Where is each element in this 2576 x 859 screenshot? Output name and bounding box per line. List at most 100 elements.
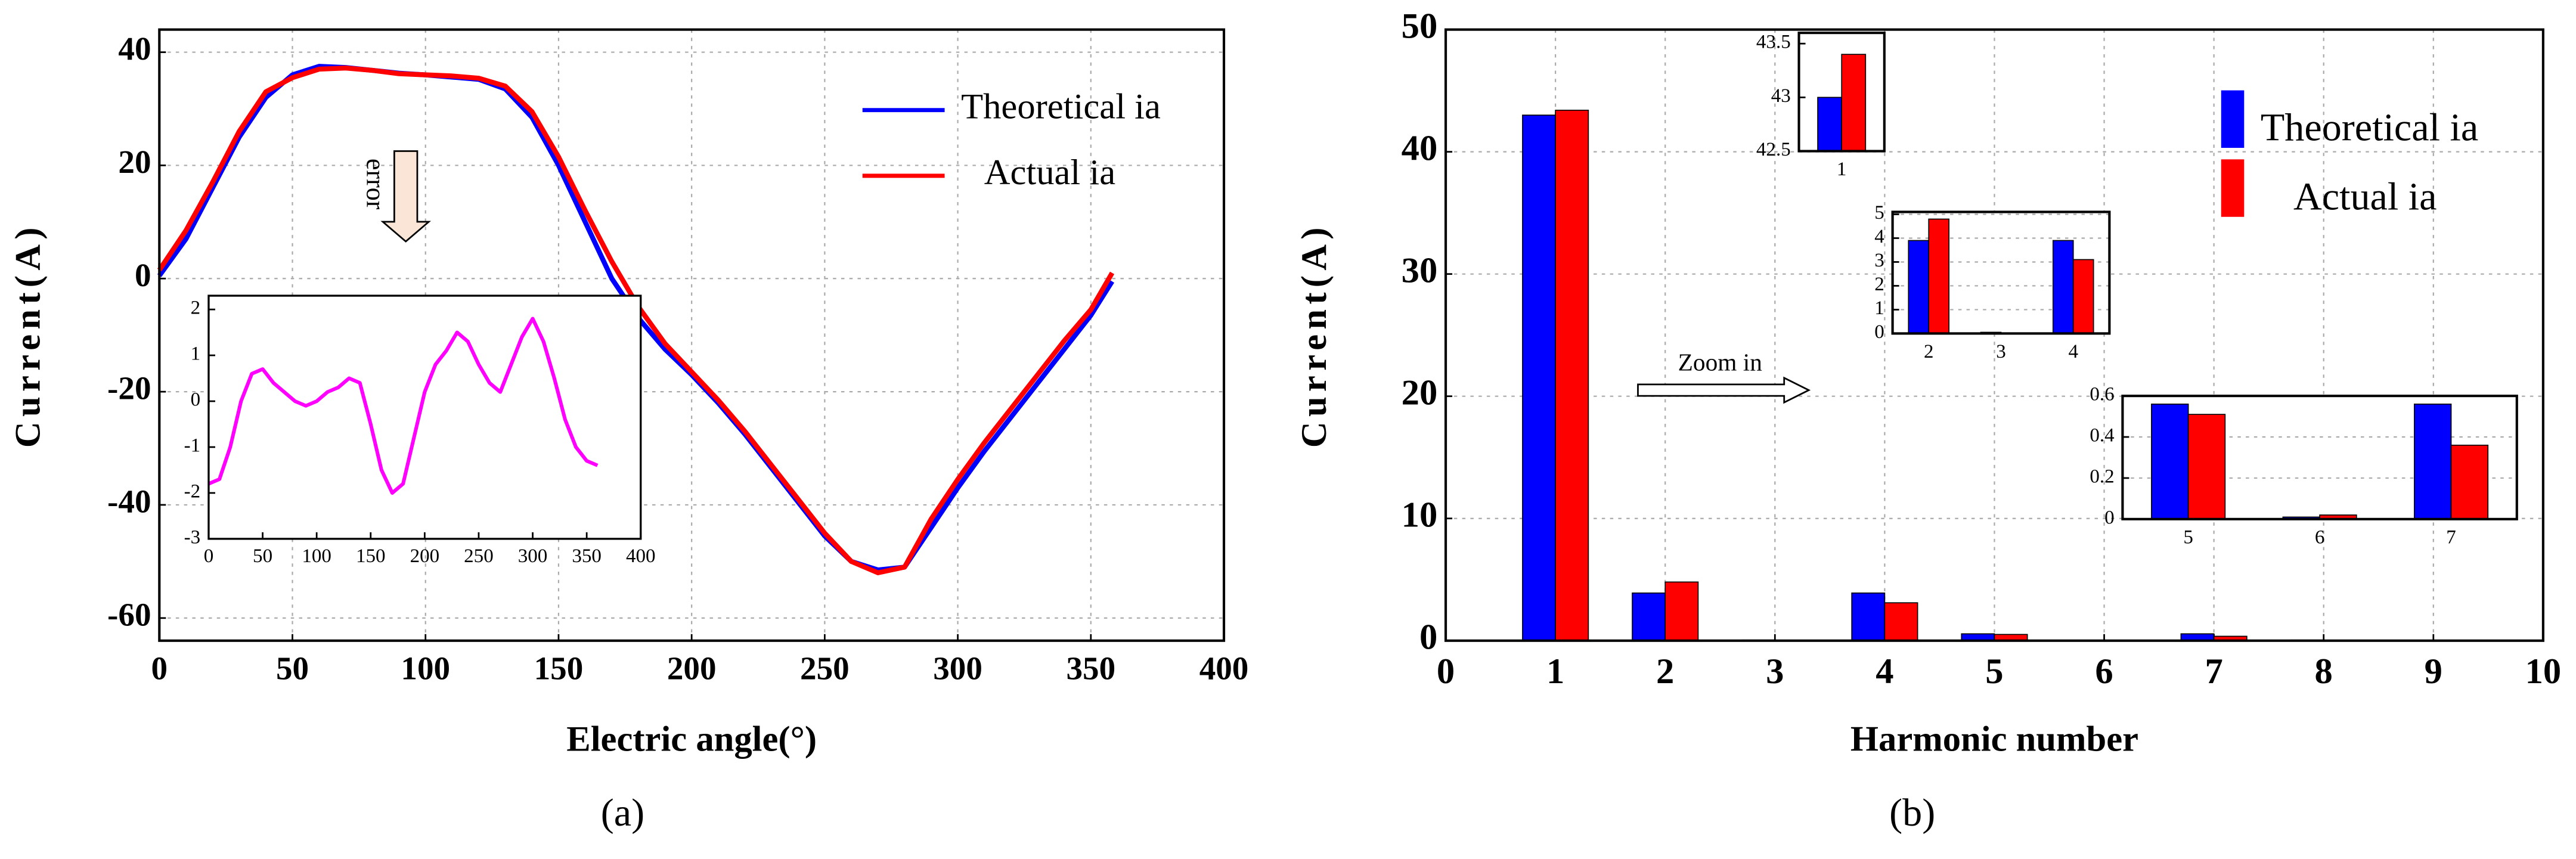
plot-frame	[158, 28, 1226, 642]
y-tick-label: 43	[1771, 85, 1791, 107]
bar	[2414, 404, 2452, 520]
x-tick-label: 5	[2183, 526, 2193, 548]
x-tick-label: 8	[2315, 652, 2333, 691]
caption: (a)	[601, 791, 644, 835]
annotation-arrow	[380, 150, 431, 243]
legend-swatch	[2221, 90, 2245, 148]
x-axis-label: Harmonic number	[1850, 720, 2138, 759]
x-tick-label: 4	[1876, 652, 1893, 691]
y-tick-label: 50	[1402, 7, 1438, 46]
x-tick-label: 5	[1985, 652, 2003, 691]
y-tick-label: -1	[184, 435, 201, 457]
x-tick-label: 50	[253, 545, 272, 567]
bar	[1851, 592, 1886, 641]
y-tick-label: 1	[1874, 297, 1884, 319]
x-tick-label: 7	[2446, 526, 2456, 548]
y-tick-label: -3	[184, 526, 201, 548]
x-tick-label: 100	[302, 545, 331, 567]
bar	[1928, 218, 1950, 334]
x-tick-label: 3	[1996, 341, 2006, 362]
y-tick-label: -20	[107, 370, 151, 407]
bar	[1884, 602, 1918, 641]
x-tick-label: 100	[401, 650, 450, 687]
y-tick-label: 3	[1874, 250, 1884, 271]
x-tick-label: 6	[2095, 652, 2113, 691]
annotation-arrow	[1637, 376, 1811, 404]
x-tick-label: 2	[1924, 341, 1934, 362]
y-tick-label: 20	[118, 144, 151, 180]
y-tick-label: 0	[1419, 618, 1437, 658]
legend-swatch	[2221, 159, 2245, 217]
plot-frame	[1891, 210, 2111, 335]
plot-frame	[2121, 395, 2518, 520]
x-tick-label: 300	[518, 545, 548, 567]
x-tick-label: 150	[534, 650, 584, 687]
x-tick-label: 10	[2525, 652, 2562, 691]
x-tick-label: 0	[204, 545, 214, 567]
y-tick-label: 0.6	[2090, 384, 2114, 405]
x-tick-label: 200	[410, 545, 440, 567]
x-tick-label: 6	[2315, 526, 2325, 548]
x-tick-label: 4	[2068, 341, 2078, 362]
y-tick-label: 5	[1874, 202, 1884, 224]
x-tick-label: 2	[1656, 652, 1674, 691]
y-tick-label: -40	[107, 483, 151, 520]
bar	[2052, 240, 2074, 334]
x-tick-label: 200	[667, 650, 717, 687]
annotation: Zoom in	[1678, 348, 1763, 376]
bar	[1632, 592, 1666, 641]
bar	[1817, 97, 1843, 152]
x-tick-label: 150	[356, 545, 386, 567]
bar	[1908, 240, 1930, 334]
annotation: error	[361, 159, 390, 210]
y-tick-label: 42.5	[1756, 139, 1791, 160]
y-tick-label: 20	[1402, 373, 1438, 413]
y-tick-label: 0.2	[2090, 466, 2114, 488]
plot-frame	[1797, 32, 1886, 153]
x-tick-label: 250	[464, 545, 494, 567]
y-tick-label: 1	[191, 343, 201, 365]
bar	[1555, 110, 1589, 641]
x-tick-label: 350	[572, 545, 602, 567]
x-tick-label: 400	[1199, 650, 1249, 687]
x-tick-label: 0	[1437, 652, 1455, 691]
y-tick-label: 2	[191, 297, 201, 319]
x-tick-label: 50	[276, 650, 309, 687]
y-axis-label: Current(A)	[1294, 222, 1334, 448]
bar	[2072, 259, 2094, 334]
x-axis-label: Electric angle(°)	[566, 720, 817, 759]
legend-label: Actual ia	[984, 153, 1116, 193]
x-tick-label: 1	[1837, 159, 1847, 180]
y-tick-label: -2	[184, 481, 201, 503]
y-tick-label: 40	[118, 30, 151, 67]
bar	[1664, 581, 1699, 641]
y-tick-label: -60	[107, 596, 151, 632]
bar	[1841, 54, 1867, 152]
inset-background	[208, 296, 641, 539]
bar	[1522, 114, 1556, 641]
bar	[2450, 444, 2489, 520]
x-tick-label: 7	[2205, 652, 2222, 691]
x-tick-label: 250	[800, 650, 850, 687]
x-tick-label: 350	[1066, 650, 1115, 687]
x-tick-label: 0	[151, 650, 168, 687]
y-tick-label: 30	[1402, 251, 1438, 291]
bar	[2151, 404, 2189, 520]
y-tick-label: 0	[135, 257, 151, 293]
x-tick-label: 9	[2425, 652, 2442, 691]
y-tick-label: 40	[1402, 129, 1438, 169]
line	[207, 317, 599, 495]
y-tick-label: 0	[2104, 507, 2115, 528]
bar	[2187, 414, 2226, 520]
y-tick-label: 4	[1874, 226, 1884, 247]
x-tick-label: 300	[933, 650, 982, 687]
y-tick-label: 10	[1402, 495, 1438, 535]
x-tick-label: 400	[626, 545, 656, 567]
legend-label: Actual ia	[2293, 175, 2437, 218]
y-tick-label: 2	[1874, 274, 1884, 295]
y-tick-label: 0	[191, 389, 201, 411]
legend-label: Theoretical ia	[2261, 106, 2478, 150]
y-tick-label: 43.5	[1756, 32, 1791, 53]
